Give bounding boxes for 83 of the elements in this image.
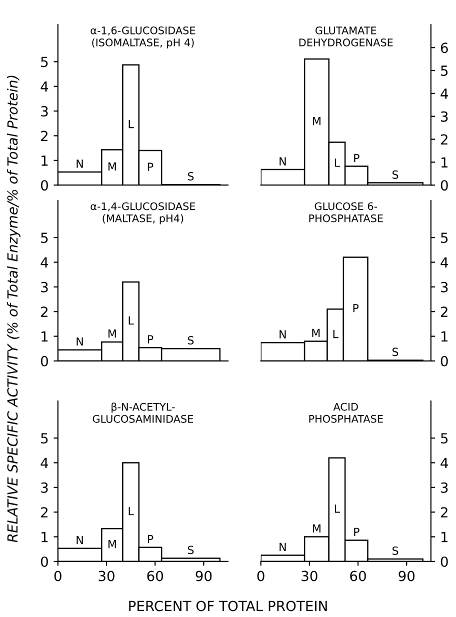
annotation: M <box>313 117 320 126</box>
y-tick-label: 2 <box>440 134 448 145</box>
annotation: L <box>334 158 340 167</box>
y-tick-label: 5 <box>441 66 448 76</box>
x-tick-label: 30 <box>302 570 318 582</box>
annotation: P <box>148 162 154 171</box>
x-tick-label: 30 <box>98 570 114 582</box>
y-tick-label: 5 <box>41 56 48 68</box>
annotation: N <box>280 330 286 338</box>
text: GLUCOSE 6- PHOSPHATASE <box>309 202 383 222</box>
y-tick-label: 4 <box>440 88 448 99</box>
y-tick-label: 0 <box>440 180 448 191</box>
annotation: L <box>334 504 340 513</box>
y-tick-label: 0 <box>40 356 48 366</box>
y-tick-label: 3 <box>41 482 48 493</box>
annotation: S <box>188 546 194 554</box>
y-tick-label: 0 <box>440 556 448 567</box>
y-tick-label: 2 <box>440 306 448 317</box>
y-tick-label: 3 <box>41 106 48 117</box>
y-tick-label: 4 <box>40 458 48 468</box>
x-tick-label: 0 <box>54 570 62 582</box>
y-tick-label: 2 <box>41 130 48 142</box>
y-tick-label: 1 <box>441 157 448 168</box>
y-tick-label: 3 <box>41 282 48 292</box>
text: β-N-ACETYL- GLUCOSAMINIDASE <box>92 402 194 423</box>
y-tick-label: 5 <box>41 433 48 444</box>
x-tick-label: 90 <box>398 570 415 582</box>
annotation: P <box>148 535 154 544</box>
y-tick-label: 6 <box>440 42 448 54</box>
y-tick-label: 1 <box>42 532 48 542</box>
x-axis-title: PERCENT OF TOTAL PROTEIN <box>129 600 327 612</box>
y-tick-label: 3 <box>441 482 448 493</box>
text: GLUTAMATE DEHYDROGENASE <box>299 26 393 46</box>
y-axis-title: RELATIVE SPECIFIC ACTIVITY (% of Total Enzyme/% of Total Protein) <box>6 76 20 542</box>
y-tick-label: 1 <box>441 532 448 542</box>
x-tick-label: 0 <box>257 570 264 582</box>
y-tick-label: 4 <box>40 257 48 268</box>
annotation: N <box>280 542 286 552</box>
x-tick-label: 60 <box>350 570 366 582</box>
annotation: S <box>392 348 398 356</box>
annotation: N <box>280 157 286 166</box>
y-tick-label: 1 <box>42 331 48 342</box>
annotation: N <box>76 160 83 168</box>
annotation: S <box>392 546 398 555</box>
y-tick-label: 5 <box>41 232 48 244</box>
annotation: S <box>188 336 194 344</box>
x-tick-label: 90 <box>196 570 212 582</box>
x-tick-label: 60 <box>147 570 164 582</box>
y-tick-label: 4 <box>440 257 448 268</box>
annotation: N <box>76 536 83 544</box>
y-tick-label: 1 <box>42 156 48 166</box>
y-tick-label: 2 <box>41 507 48 518</box>
annotation: L <box>333 330 338 338</box>
y-tick-label: 4 <box>40 82 48 92</box>
text: ACID PHOSPHATASE <box>309 402 383 423</box>
annotation: L <box>128 316 134 325</box>
text: α-1,6-GLUCOSIDASE (ISOMALTASE, pH 4) <box>90 26 196 48</box>
y-tick-label: 2 <box>41 306 48 317</box>
annotation: S <box>392 170 398 179</box>
annotation: M <box>108 540 116 548</box>
y-tick-label: 0 <box>440 356 448 366</box>
y-tick-label: 2 <box>440 507 448 518</box>
annotation: P <box>148 335 154 344</box>
annotation: M <box>108 162 116 171</box>
y-tick-label: 4 <box>440 458 448 468</box>
y-tick-label: 5 <box>441 433 448 444</box>
y-tick-label: 3 <box>441 111 448 122</box>
annotation: M <box>312 328 320 337</box>
annotation: P <box>354 528 360 536</box>
y-tick-label: 1 <box>441 331 448 342</box>
annotation: M <box>313 524 320 533</box>
annotation: L <box>128 507 134 516</box>
y-tick-label: 0 <box>40 180 48 191</box>
y-tick-label: 5 <box>441 232 448 244</box>
annotation: P <box>353 304 359 312</box>
annotation: M <box>108 330 116 338</box>
y-tick-label: 0 <box>40 556 48 567</box>
annotation: L <box>128 120 134 128</box>
y-tick-label: 3 <box>441 282 448 292</box>
annotation: N <box>76 337 83 346</box>
annotation: S <box>188 172 194 180</box>
annotation: P <box>354 154 360 162</box>
text: α-1,4-GLUCOSIDASE (MALTASE, pH4) <box>90 202 196 224</box>
